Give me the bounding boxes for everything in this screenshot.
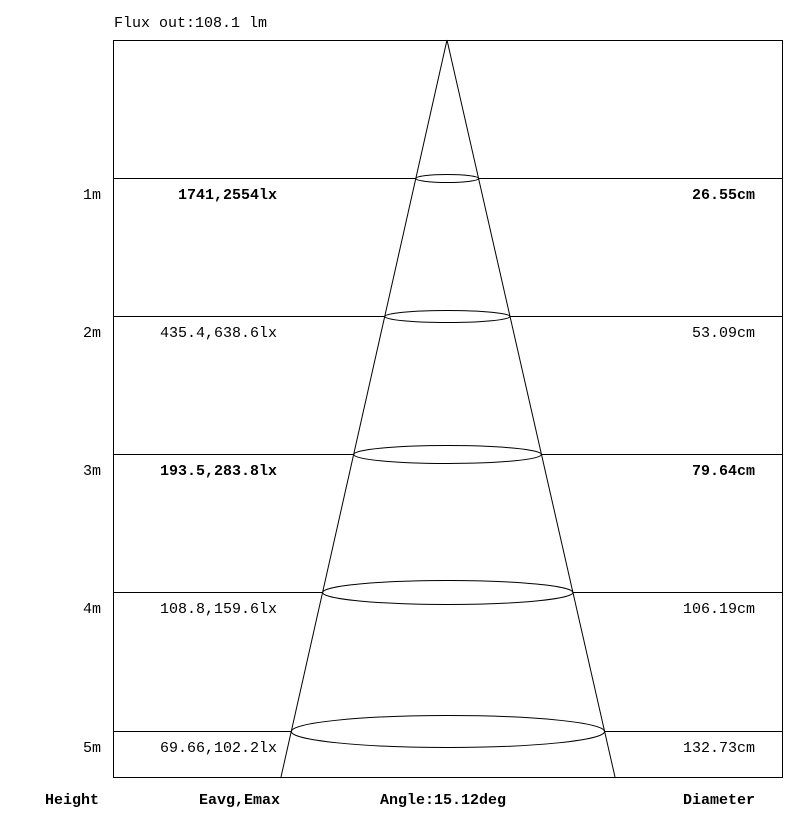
diameter-value: 79.64cm [692,463,755,480]
beam-cross-section [353,445,542,464]
diagram-frame [113,40,783,778]
diameter-column-header: Diameter [683,792,755,809]
beam-cross-section [290,715,606,748]
diameter-value: 26.55cm [692,187,755,204]
illuminance-value: 69.66,102.2lx [160,740,277,757]
eavg-emax-column-header: Eavg,Emax [199,792,280,809]
height-label: 2m [83,325,101,342]
diameter-value: 53.09cm [692,325,755,342]
diameter-value: 106.19cm [683,601,755,618]
illuminance-value: 435.4,638.6lx [160,325,277,342]
illuminance-value: 108.8,159.6lx [160,601,277,618]
height-column-header: Height [45,792,99,809]
height-label: 3m [83,463,101,480]
diameter-value: 132.73cm [683,740,755,757]
illuminance-value: 1741,2554lx [178,187,277,204]
flux-label: Flux out:108.1 lm [114,15,267,32]
height-label: 4m [83,601,101,618]
beam-cross-section [384,310,511,323]
height-label: 5m [83,740,101,757]
cone-right-edge [446,39,616,778]
cone-left-edge [280,39,448,778]
height-label: 1m [83,187,101,204]
angle-label: Angle:15.12deg [380,792,506,809]
height-rows: 1m 1741,2554lx 26.55cm 2m 435.4,638.6lx 53.09… [83,174,783,757]
illuminance-value: 193.5,283.8lx [160,463,277,480]
beam-cross-section [322,580,574,605]
beam-cross-section [415,174,479,183]
